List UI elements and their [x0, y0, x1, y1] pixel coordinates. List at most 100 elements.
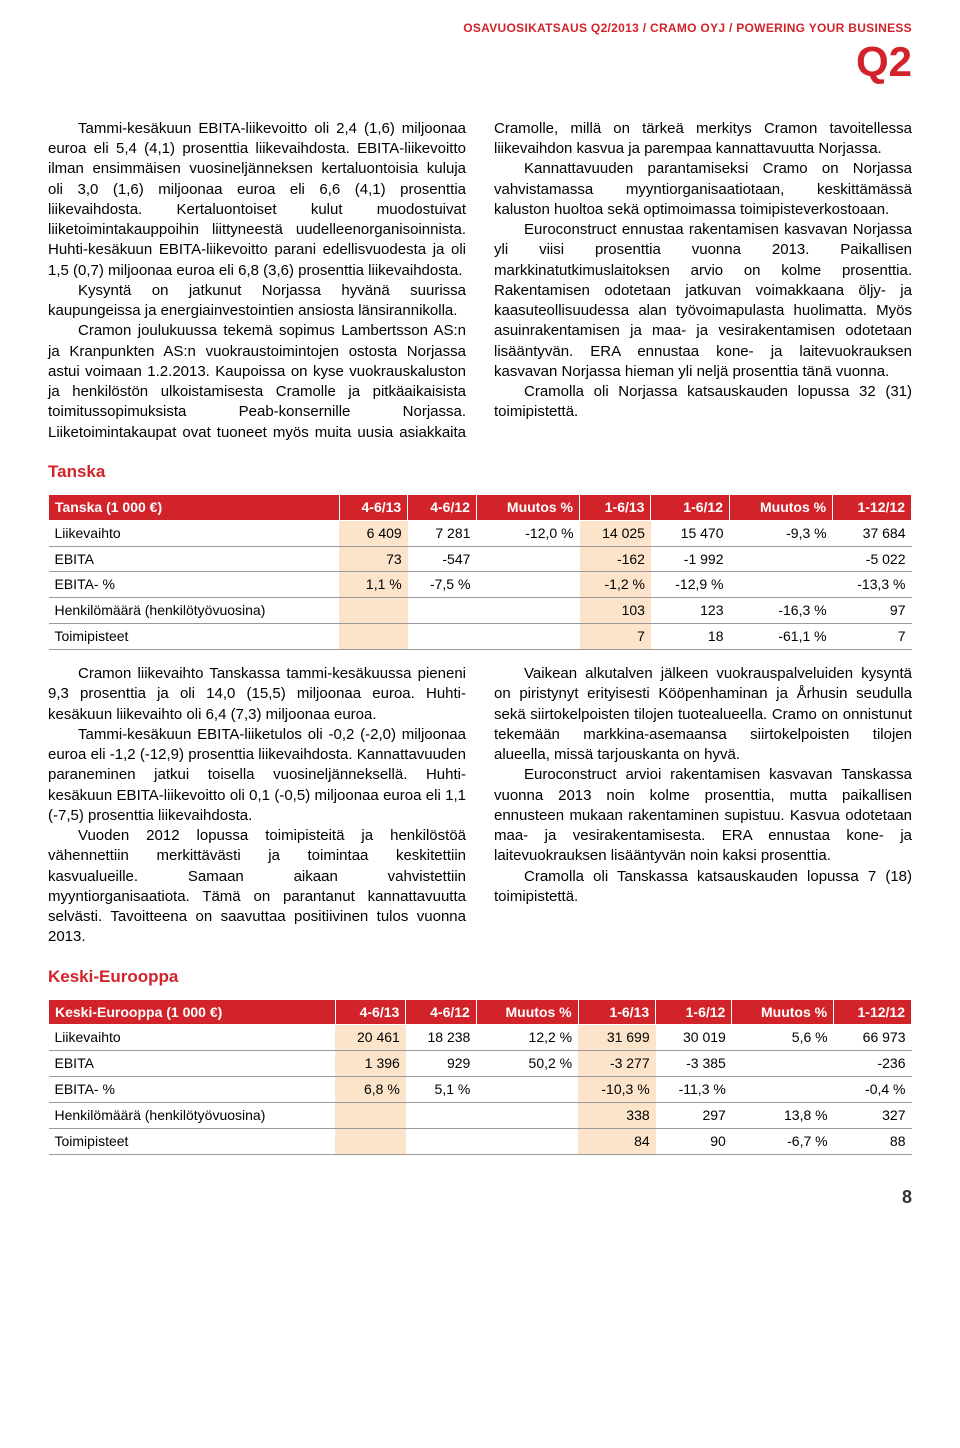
table-cell: -1,2 % — [580, 572, 651, 598]
table-cell: 327 — [834, 1103, 912, 1129]
table-header-cell: Muutos % — [732, 999, 834, 1025]
table-cell: -12,9 % — [651, 572, 730, 598]
intro-p6: Cramolla oli Norjassa katsauskauden lopu… — [494, 382, 912, 423]
table-cell: EBITA — [49, 1051, 336, 1077]
table-cell — [406, 1103, 477, 1129]
keski-title: Keski-Eurooppa — [48, 966, 912, 989]
table-cell — [339, 624, 408, 650]
tanska-p4: Vaikean alkutalven jälkeen vuokrauspalve… — [494, 664, 912, 765]
table-cell: Toimipisteet — [49, 1129, 336, 1155]
table-cell: -12,0 % — [476, 520, 579, 546]
table-row: Toimipisteet8490-6,7 %88 — [49, 1129, 912, 1155]
table-cell: Liikevaihto — [49, 520, 340, 546]
table-header-cell: 1-6/13 — [580, 494, 651, 520]
intro-p4: Kannattavuuden parantamiseksi Cramo on N… — [494, 159, 912, 220]
table-row: Henkilömäärä (henkilötyövuosina) 103123-1… — [49, 598, 912, 624]
table-cell: Liikevaihto — [49, 1025, 336, 1051]
table-cell: -162 — [580, 546, 651, 572]
intro-p2: Kysyntä on jatkunut Norjassa hyvänä suur… — [48, 281, 466, 322]
table-cell: 123 — [651, 598, 730, 624]
table-row: Liikevaihto6 4097 281-12,0 %14 02515 470… — [49, 520, 912, 546]
table-cell: -13,3 % — [833, 572, 912, 598]
table-cell: EBITA- % — [49, 1077, 336, 1103]
table-row: EBITA- %1,1 %-7,5 % -1,2 %-12,9 % -13,3 % — [49, 572, 912, 598]
table-cell: 7 — [580, 624, 651, 650]
table-cell: Henkilömäärä (henkilötyövuosina) — [49, 598, 340, 624]
table-cell: -6,7 % — [732, 1129, 834, 1155]
tanska-p2: Tammi-kesäkuun EBITA-liiketulos oli -0,2… — [48, 725, 466, 826]
table-cell: 338 — [578, 1103, 656, 1129]
table-cell: -5 022 — [833, 546, 912, 572]
table-cell: Toimipisteet — [49, 624, 340, 650]
table-cell: -236 — [834, 1051, 912, 1077]
table-cell: 929 — [406, 1051, 477, 1077]
keski-table: Keski-Eurooppa (1 000 €)4-6/134-6/12Muut… — [48, 999, 912, 1155]
table-cell — [476, 1077, 578, 1103]
table-cell — [408, 598, 477, 624]
table-row: EBITA- %6,8 %5,1 % -10,3 %-11,3 % -0,4 % — [49, 1077, 912, 1103]
table-header-cell: 1-12/12 — [834, 999, 912, 1025]
table-cell: -10,3 % — [578, 1077, 656, 1103]
table-header-cell: 4-6/12 — [406, 999, 477, 1025]
table-cell — [339, 598, 408, 624]
table-cell: -11,3 % — [656, 1077, 732, 1103]
table-cell: 103 — [580, 598, 651, 624]
table-cell: 84 — [578, 1129, 656, 1155]
table-cell: Henkilömäärä (henkilötyövuosina) — [49, 1103, 336, 1129]
table-cell: 6 409 — [339, 520, 408, 546]
table-cell — [476, 546, 579, 572]
table-header-cell: 1-12/12 — [833, 494, 912, 520]
tanska-p5: Euroconstruct arvioi rakentamisen kasvav… — [494, 765, 912, 866]
table-header-cell: 4-6/13 — [339, 494, 408, 520]
table-cell — [730, 546, 833, 572]
table-cell: 13,8 % — [732, 1103, 834, 1129]
table-cell: 18 — [651, 624, 730, 650]
tanska-p1: Cramon liikevaihto Tanskassa tammi-kesäk… — [48, 664, 466, 725]
table-cell: 1,1 % — [339, 572, 408, 598]
table-cell — [730, 572, 833, 598]
table-cell: 30 019 — [656, 1025, 732, 1051]
table-cell: -9,3 % — [730, 520, 833, 546]
table-cell — [335, 1103, 406, 1129]
table-cell: 73 — [339, 546, 408, 572]
table-header-cell: Muutos % — [476, 999, 578, 1025]
table-cell: 7 281 — [408, 520, 477, 546]
table-cell: 15 470 — [651, 520, 730, 546]
table-cell — [476, 572, 579, 598]
tanska-table: Tanska (1 000 €)4-6/134-6/12Muutos %1-6/… — [48, 494, 912, 650]
table-header-cell: Muutos % — [730, 494, 833, 520]
table-cell: 5,1 % — [406, 1077, 477, 1103]
intro-text: Tammi-kesäkuun EBITA-liikevoitto oli 2,4… — [48, 119, 912, 443]
table-header-cell: Muutos % — [476, 494, 579, 520]
page-number: 8 — [48, 1185, 912, 1209]
intro-p1: Tammi-kesäkuun EBITA-liikevoitto oli 2,4… — [48, 119, 466, 281]
table-cell: 7 — [833, 624, 912, 650]
table-cell: 297 — [656, 1103, 732, 1129]
table-cell — [408, 624, 477, 650]
table-cell: 88 — [834, 1129, 912, 1155]
table-cell: 20 461 — [335, 1025, 406, 1051]
table-header-cell: 4-6/12 — [408, 494, 477, 520]
table-cell: -3 277 — [578, 1051, 656, 1077]
table-cell: EBITA- % — [49, 572, 340, 598]
table-cell: 50,2 % — [476, 1051, 578, 1077]
table-cell: 12,2 % — [476, 1025, 578, 1051]
table-header-cell: 4-6/13 — [335, 999, 406, 1025]
table-cell: 66 973 — [834, 1025, 912, 1051]
table-cell — [476, 624, 579, 650]
table-cell: 97 — [833, 598, 912, 624]
table-cell — [406, 1129, 477, 1155]
table-cell: -16,3 % — [730, 598, 833, 624]
table-cell: -7,5 % — [408, 572, 477, 598]
intro-p5: Euroconstruct ennustaa rakentamisen kasv… — [494, 220, 912, 382]
table-cell: 31 699 — [578, 1025, 656, 1051]
table-row: Toimipisteet718-61,1 %7 — [49, 624, 912, 650]
table-row: EBITA1 39692950,2 %-3 277-3 385-236 — [49, 1051, 912, 1077]
table-cell: -0,4 % — [834, 1077, 912, 1103]
table-cell — [476, 598, 579, 624]
table-cell: 6,8 % — [335, 1077, 406, 1103]
table-row: Liikevaihto20 46118 23812,2 %31 69930 01… — [49, 1025, 912, 1051]
table-cell: 1 396 — [335, 1051, 406, 1077]
table-cell: -61,1 % — [730, 624, 833, 650]
table-cell: 18 238 — [406, 1025, 477, 1051]
